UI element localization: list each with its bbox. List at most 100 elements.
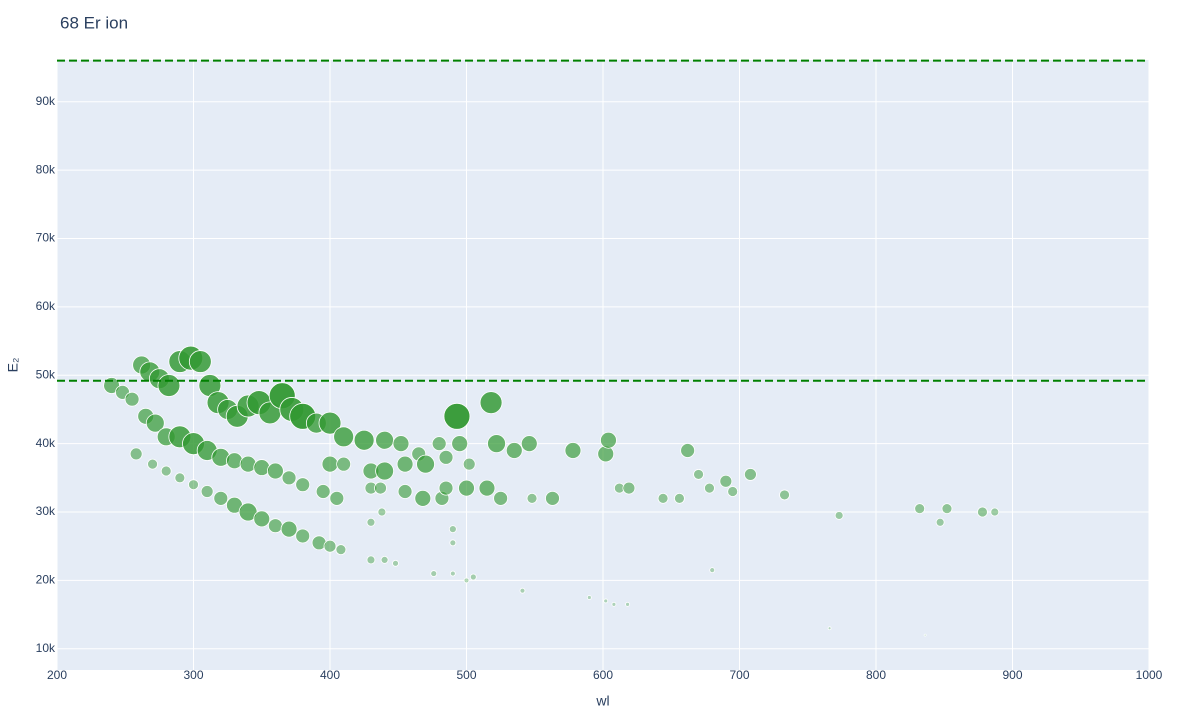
data-point — [124, 391, 140, 407]
x-tick-label: 900 — [1002, 668, 1022, 682]
data-point — [396, 455, 414, 473]
data-point — [451, 435, 469, 453]
data-point — [329, 490, 345, 506]
data-point — [335, 544, 347, 556]
data-point — [564, 442, 582, 459]
data-point — [366, 517, 376, 527]
data-point — [280, 520, 298, 538]
data-point — [392, 435, 410, 453]
x-axis-label: wl — [595, 693, 609, 709]
data-point — [674, 492, 685, 504]
data-point — [449, 570, 456, 577]
data-point — [323, 539, 337, 553]
data-point — [693, 469, 704, 480]
data-point — [493, 490, 509, 506]
x-tick-label: 700 — [729, 668, 749, 682]
data-point — [295, 477, 311, 493]
data-point — [611, 601, 617, 607]
y-tick-label: 80k — [36, 162, 56, 176]
data-point — [935, 517, 945, 527]
data-point — [479, 391, 503, 415]
x-tick-label: 500 — [456, 668, 476, 682]
data-point — [315, 484, 331, 499]
data-point — [145, 413, 165, 433]
data-point — [416, 454, 435, 474]
data-point — [392, 559, 399, 567]
data-point — [680, 443, 696, 458]
data-point — [545, 490, 560, 506]
x-tick-label: 600 — [593, 668, 613, 682]
data-point — [438, 449, 454, 465]
data-point — [600, 431, 617, 449]
data-point — [157, 374, 181, 397]
data-point — [487, 434, 506, 454]
data-point — [977, 506, 988, 518]
data-point — [443, 402, 471, 430]
data-point — [709, 567, 716, 574]
data-point — [719, 474, 733, 488]
data-point — [586, 595, 592, 600]
x-tick-label: 300 — [183, 668, 203, 682]
data-point — [266, 462, 284, 480]
data-point — [478, 479, 496, 497]
data-point — [463, 577, 470, 584]
data-point — [188, 350, 212, 373]
data-point — [431, 436, 447, 452]
data-point — [603, 598, 609, 604]
data-point — [321, 455, 339, 473]
data-point — [520, 435, 538, 453]
data-point — [267, 518, 283, 534]
data-point — [374, 481, 387, 495]
y-tick-label: 50k — [36, 367, 56, 381]
y-tick-label: 70k — [36, 231, 56, 245]
data-point — [990, 507, 1000, 517]
data-point — [438, 480, 454, 496]
data-point — [827, 626, 832, 631]
data-point — [333, 426, 355, 448]
data-point — [657, 492, 669, 504]
y-tick-label: 20k — [36, 573, 56, 587]
data-point — [449, 539, 457, 547]
x-tick-label: 800 — [866, 668, 886, 682]
data-point — [129, 447, 143, 461]
data-point — [597, 445, 615, 463]
data-point — [200, 485, 214, 498]
data-point — [377, 507, 387, 517]
chart-title: 68 Er ion — [60, 13, 128, 32]
data-point — [458, 479, 475, 497]
data-point — [380, 555, 389, 564]
x-tick-label: 1000 — [1136, 668, 1163, 682]
data-point — [353, 429, 375, 451]
y-tick-label: 40k — [36, 436, 56, 450]
data-point — [375, 430, 395, 450]
y-tick-label: 30k — [36, 504, 56, 518]
data-point — [834, 511, 844, 520]
data-point — [430, 570, 438, 577]
data-point — [622, 481, 636, 495]
data-point — [625, 601, 630, 607]
data-point — [505, 442, 523, 459]
data-point — [727, 486, 739, 497]
data-point — [779, 489, 790, 501]
data-point — [923, 633, 927, 637]
data-point — [469, 573, 477, 581]
data-point — [295, 528, 311, 544]
data-point — [213, 490, 229, 506]
data-point — [174, 472, 186, 484]
data-point — [414, 489, 432, 507]
data-point — [253, 510, 271, 528]
y-tick-label: 60k — [36, 299, 56, 313]
data-point — [366, 555, 376, 565]
data-point — [336, 456, 352, 472]
y-tick-label: 90k — [36, 94, 56, 108]
data-point — [914, 503, 926, 515]
data-point — [448, 525, 457, 534]
y-axis-label: E₂ — [5, 358, 21, 373]
data-point — [526, 492, 538, 504]
data-point — [462, 457, 476, 471]
y-tick-label: 10k — [36, 641, 56, 655]
data-point — [941, 503, 953, 515]
data-point — [147, 458, 158, 470]
data-point — [188, 479, 199, 491]
